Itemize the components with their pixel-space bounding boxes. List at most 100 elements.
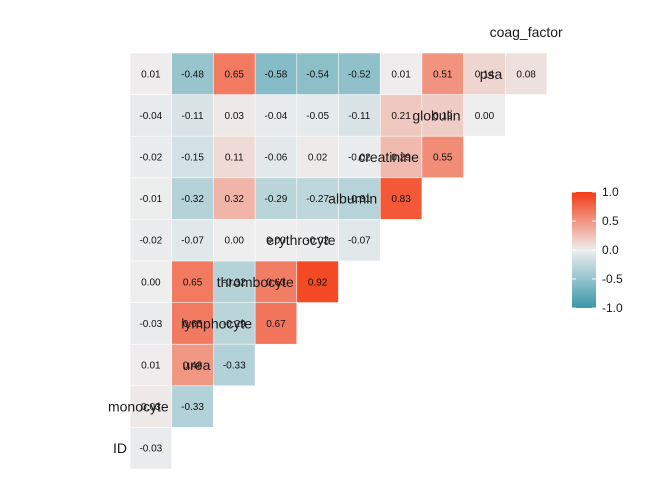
cell-value-globulin-ID: -0.02	[139, 153, 162, 164]
legend-tick-label: 0.5	[602, 214, 619, 228]
heatmap-cell-albumin-erythrocyte	[338, 219, 380, 261]
cell-value-erythrocyte-monocyte: 0.65	[183, 277, 203, 288]
heatmap-cell-monocyte-ID	[130, 427, 172, 469]
heatmap-cell-psa-erythrocyte	[338, 94, 380, 136]
cell-value-globulin-creatinine: 0.55	[433, 153, 453, 164]
heatmap-cell-erythrocyte-thrombocyte	[297, 261, 339, 303]
cell-value-thrombocyte-lymphocyte: 0.67	[266, 319, 286, 330]
heatmap-cell-albumin-urea	[213, 219, 255, 261]
cell-value-coag_factor-monocyte: -0.48	[181, 69, 204, 80]
heatmap-cell-globulin-creatinine	[422, 136, 464, 178]
cell-value-thrombocyte-urea: -0.29	[223, 319, 246, 330]
cell-value-erythrocyte-urea: -0.32	[223, 277, 246, 288]
heatmap-cell-coag_factor-ID	[130, 53, 172, 95]
cell-value-monocyte-ID: -0.03	[139, 444, 162, 455]
legend-tick-label: 0.0	[602, 243, 619, 257]
variable-label-globulin: globulin	[412, 107, 460, 123]
cell-value-coag_factor-psa: 0.08	[516, 69, 536, 80]
heatmap-cell-psa-creatinine	[422, 94, 464, 136]
legend-tick-label: 1.0	[602, 185, 619, 199]
cell-value-creatinine-lymphocyte: -0.29	[265, 194, 288, 205]
cell-value-globulin-lymphocyte: -0.06	[265, 153, 288, 164]
variable-label-albumin: albumin	[328, 191, 377, 207]
heatmap-cell-creatinine-erythrocyte	[338, 178, 380, 220]
cell-value-globulin-urea: 0.11	[225, 153, 244, 164]
heatmap-cell-coag_factor-monocyte	[172, 53, 214, 95]
cell-value-urea-monocyte: -0.33	[181, 402, 204, 413]
cell-value-psa-urea: 0.03	[225, 111, 245, 122]
cell-value-psa-erythrocyte: -0.11	[348, 111, 370, 122]
cell-value-thrombocyte-ID: -0.03	[139, 319, 162, 330]
heatmap-cell-thrombocyte-ID	[130, 302, 172, 344]
cell-value-erythrocyte-lymphocyte: 0.63	[266, 277, 286, 288]
heatmap-cell-lymphocyte-urea	[213, 344, 255, 386]
variable-label-lymphocyte: lymphocyte	[181, 315, 252, 331]
heatmap-cell-creatinine-urea	[213, 178, 255, 220]
heatmap-cell-globulin-erythrocyte	[338, 136, 380, 178]
cell-value-creatinine-erythrocyte: -0.31	[348, 194, 371, 205]
variable-label-creatinine: creatinine	[358, 149, 419, 165]
variable-label-urea: urea	[182, 357, 210, 373]
cell-value-creatinine-albumin: 0.83	[391, 194, 411, 205]
variable-label-monocyte: monocyte	[108, 399, 169, 415]
cell-value-albumin-thrombocyte: -0.02	[306, 236, 329, 247]
cell-value-albumin-lymphocyte: 0.00	[266, 236, 286, 247]
cell-value-albumin-ID: -0.02	[139, 236, 162, 247]
color-legend: 1.0 0.5 0.0 -0.5 -1.0	[572, 185, 623, 315]
heatmap-cell-coag_factor-lymphocyte	[255, 53, 297, 95]
legend-ticks: 1.0 0.5 0.0 -0.5 -1.0	[572, 185, 623, 315]
cell-value-coag_factor-thrombocyte: -0.54	[306, 69, 329, 80]
cell-value-creatinine-urea: 0.32	[225, 194, 245, 205]
cell-value-lymphocyte-ID: 0.01	[141, 361, 161, 372]
heatmap-cell-coag_factor-psa	[505, 53, 547, 95]
heatmap-cell-globulin-albumin	[380, 136, 422, 178]
cell-value-psa-creatinine: 0.19	[433, 111, 453, 122]
heatmap-cell-creatinine-lymphocyte	[255, 178, 297, 220]
legend-tick-label: -0.5	[602, 272, 623, 286]
cell-value-coag_factor-creatinine: 0.51	[433, 69, 453, 80]
cell-value-psa-albumin: 0.21	[391, 111, 411, 122]
heatmap-cell-erythrocyte-monocyte	[172, 261, 214, 303]
variable-label-thrombocyte: thrombocyte	[217, 274, 294, 290]
heatmap-cell-psa-thrombocyte	[297, 94, 339, 136]
cell-value-albumin-monocyte: -0.07	[181, 236, 204, 247]
heatmap-cell-erythrocyte-lymphocyte	[255, 261, 297, 303]
heatmap-cell-creatinine-thrombocyte	[297, 178, 339, 220]
heatmap-cell-albumin-ID	[130, 219, 172, 261]
heatmap-cell-coag_factor-albumin	[380, 53, 422, 95]
heatmap-cell-albumin-monocyte	[172, 219, 214, 261]
heatmap-cell-urea-monocyte	[172, 386, 214, 428]
heatmap-cells	[130, 53, 547, 469]
variable-label-erythrocyte: erythrocyte	[266, 232, 335, 248]
cell-value-erythrocyte-ID: 0.00	[141, 277, 161, 288]
heatmap-cell-globulin-thrombocyte	[297, 136, 339, 178]
cell-value-globulin-erythrocyte: -0.02	[348, 153, 371, 164]
heatmap-cell-psa-globulin	[463, 94, 505, 136]
heatmap-cell-albumin-thrombocyte	[297, 219, 339, 261]
cell-value-coag_factor-albumin: 0.01	[391, 69, 411, 80]
cell-value-thrombocyte-monocyte: 0.65	[183, 319, 203, 330]
heatmap-cell-creatinine-ID	[130, 178, 172, 220]
variable-label-psa: psa	[480, 66, 503, 82]
heatmap-cell-globulin-monocyte	[172, 136, 214, 178]
cell-value-globulin-albumin: 0.29	[391, 153, 411, 164]
heatmap-cell-labels: -0.03 0.03 -0.33 0.01 0.48 -0.33 -0.03 0.65 -0.2…	[139, 69, 536, 454]
cell-value-albumin-urea: 0.00	[225, 236, 245, 247]
cell-value-globulin-thrombocyte: 0.02	[308, 153, 328, 164]
heatmap-cell-psa-lymphocyte	[255, 94, 297, 136]
cell-value-globulin-monocyte: -0.15	[181, 153, 204, 164]
heatmap-cell-thrombocyte-urea	[213, 302, 255, 344]
cell-value-coag_factor-ID: 0.01	[141, 69, 161, 80]
heatmap-cell-creatinine-monocyte	[172, 178, 214, 220]
heatmap-cell-lymphocyte-ID	[130, 344, 172, 386]
heatmap-cell-urea-ID	[130, 386, 172, 428]
legend-tick-label: -1.0	[602, 301, 623, 315]
cell-value-erythrocyte-thrombocyte: 0.92	[308, 277, 328, 288]
cell-value-creatinine-monocyte: -0.32	[181, 194, 204, 205]
heatmap-cell-lymphocyte-monocyte	[172, 344, 214, 386]
cell-value-psa-lymphocyte: -0.04	[265, 111, 288, 122]
heatmap-cell-thrombocyte-lymphocyte	[255, 302, 297, 344]
cell-value-psa-globulin: 0.00	[475, 111, 495, 122]
variable-labels: ID monocyte urea lymphocyte thrombocyte eryth…	[108, 24, 563, 456]
